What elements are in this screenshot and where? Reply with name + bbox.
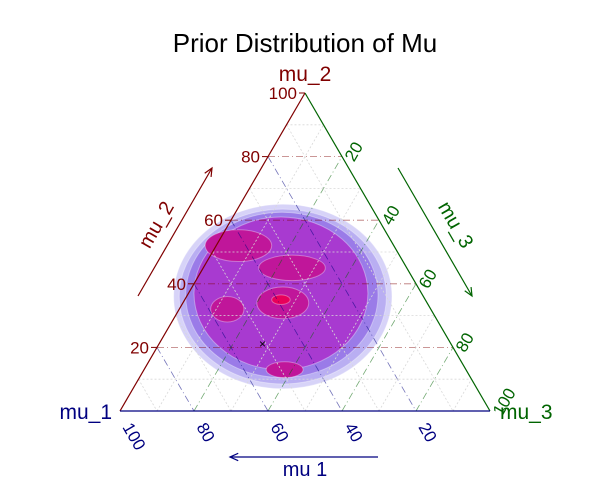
tick-label-mu-2-100: 100 — [269, 84, 297, 103]
vertex-label-mu-3: mu_3 — [500, 401, 553, 424]
axis-title-mu-1: mu 1 — [283, 459, 327, 480]
axis-title-mu-3: mu_3 — [433, 198, 477, 252]
tick-label-mu-2-20: 20 — [130, 338, 149, 357]
tick-label-mu-2-40: 40 — [167, 275, 186, 294]
tick-label-mu-1-80: 80 — [193, 420, 219, 446]
density-layer — [173, 203, 393, 390]
density-region-level-6-0 — [271, 294, 291, 305]
triangle-frame — [119, 92, 491, 412]
tick-label-mu-1-40: 40 — [341, 420, 367, 446]
grid-line-mu-3-80 — [415, 347, 454, 412]
grid-line-mu-1-60 — [193, 283, 269, 412]
arrow-mu-1-head — [228, 452, 239, 462]
grid-line-mu-1-80 — [156, 347, 195, 412]
density-region-level-5-1 — [258, 254, 326, 282]
axis-line-mu-2 — [119, 92, 306, 412]
density-region-level-5-4 — [265, 361, 304, 379]
arrow-mu-2-line — [137, 167, 213, 297]
chart-title: Prior Distribution of Mu — [173, 28, 437, 58]
grid-line-mu-3-50 — [304, 251, 398, 412]
grid-layer: × — [138, 124, 472, 412]
arrow-mu-3-line — [397, 167, 473, 297]
grid-line-mu-1-90 — [138, 378, 158, 412]
grid-line-mu-1-50 — [212, 251, 306, 412]
tick-label-mu-2-80: 80 — [241, 148, 260, 167]
grid-line-mu-3-10 — [156, 124, 324, 412]
grid-line-mu-3-90 — [452, 378, 472, 412]
tick-label-mu-1-100: 100 — [119, 420, 150, 454]
marker-point: × — [259, 337, 266, 351]
tick-label-mu-1-60: 60 — [267, 420, 293, 446]
grid-line-mu-3-70 — [378, 315, 435, 412]
vertex-label-mu-2: mu_2 — [279, 63, 332, 86]
grid-line-mu-3-30 — [230, 188, 361, 412]
tick-label-mu-1-20: 20 — [415, 420, 441, 446]
density-region-level-5-2 — [210, 296, 245, 323]
axis-line-mu-3 — [304, 92, 491, 412]
arrow-mu-2-head — [204, 166, 213, 178]
density-region-level-5-0 — [204, 229, 273, 263]
tick-label-mu-2-60: 60 — [204, 211, 223, 230]
arrow-mu-3-head — [464, 286, 473, 298]
vertex-label-mu-1: mu_1 — [59, 401, 112, 424]
grid-line-mu-1-10 — [286, 124, 454, 412]
grid-line-mu-1-30 — [249, 188, 380, 412]
axis-title-mu-2: mu_2 — [135, 198, 179, 252]
grid-line-mu-3-60 — [341, 283, 417, 412]
